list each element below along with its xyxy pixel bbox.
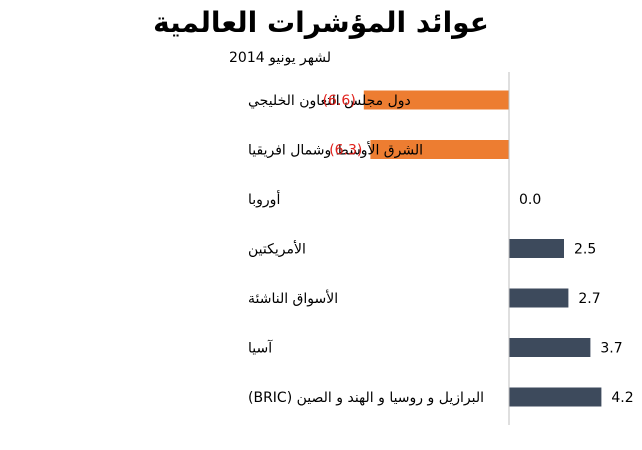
chart-title: عوائد المؤشرات العالمية: [153, 6, 489, 39]
category-label: الأسواق الناشئة: [248, 289, 338, 307]
value-label: 0.0: [519, 192, 541, 208]
value-label: 4.2: [611, 390, 633, 406]
value-label: (6.6): [323, 93, 356, 109]
value-label: 2.7: [578, 291, 600, 307]
value-label: 3.7: [600, 341, 622, 357]
bar: [509, 387, 602, 407]
chart-subtitle: لشهر يونيو 2014: [229, 50, 331, 66]
category-label: الشرق الأوسط وشمال افريقيا: [248, 141, 423, 159]
bar: [363, 90, 509, 110]
category-label: آسيا: [248, 340, 273, 357]
bar: [509, 288, 569, 308]
category-label: أوروبا: [248, 190, 280, 208]
value-label: 2.5: [574, 242, 596, 258]
bar: [370, 140, 509, 159]
category-label: الأمريكتين: [248, 240, 306, 258]
value-label: (6.3): [329, 143, 362, 159]
bar: [509, 338, 591, 357]
category-label: البرازيل و روسيا و الهند و الصين (BRIC): [248, 390, 484, 406]
bar: [509, 239, 564, 258]
category-label: دول مجلس التعاون الخليجي: [248, 93, 411, 109]
